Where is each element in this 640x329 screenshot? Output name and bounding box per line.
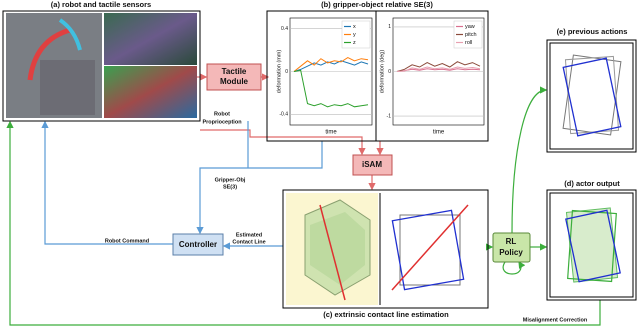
panel-c <box>282 189 489 309</box>
block-label: RL <box>506 237 517 246</box>
edge-label: Robot Command <box>105 238 149 244</box>
series-line <box>293 69 369 108</box>
controller <box>172 233 224 256</box>
y-tick-label: -1 <box>387 113 392 119</box>
edges <box>6 73 601 326</box>
tactile-image <box>104 66 197 118</box>
x-axis-label: time <box>325 130 337 136</box>
rl-policy <box>492 232 531 263</box>
panel-a <box>2 10 201 122</box>
panel-title: (a) robot and tactile sensors <box>51 0 151 9</box>
edge <box>200 129 366 156</box>
y-tick-label: 1 <box>388 24 391 30</box>
panel-d <box>546 189 637 301</box>
tactile-image <box>104 13 197 65</box>
edge <box>196 141 323 235</box>
series-line <box>396 61 481 72</box>
edge-label: Estimated <box>236 232 262 238</box>
panel-title: (b) gripper-object relative SE(3) <box>321 0 433 9</box>
block-label: Policy <box>499 248 523 257</box>
previous-action <box>562 54 622 136</box>
edge <box>6 120 601 326</box>
legend-label: pitch <box>465 32 477 38</box>
contact-line <box>319 204 346 301</box>
block-label: Module <box>220 77 249 86</box>
panel-title: (c) extrinsic contact line estimation <box>323 310 449 319</box>
tactile-module <box>206 63 262 91</box>
panel-d-inner <box>549 192 634 298</box>
legend-label: z <box>353 40 356 46</box>
sensor-glow <box>58 18 82 51</box>
edge-label: Gripper-Obj <box>215 177 246 183</box>
panel-e <box>546 39 637 153</box>
robot-object <box>40 60 95 115</box>
actor-output <box>565 207 619 283</box>
y-axis-label: deformation (deg) <box>379 50 385 94</box>
block-label: Tactile <box>222 67 247 76</box>
edge-label: Proprioception <box>202 119 242 125</box>
series-line <box>396 68 481 72</box>
legend-label: roll <box>465 40 472 46</box>
y-tick-label: 0 <box>388 69 391 75</box>
legend-label: y <box>353 32 356 38</box>
previous-action <box>564 55 620 135</box>
edge-label: SE(3) <box>223 184 237 190</box>
edge-label: Contact Line <box>232 239 265 245</box>
box-estimate <box>391 209 465 291</box>
block-label: iSAM <box>362 160 382 169</box>
edge <box>502 260 526 275</box>
y-tick-label: -0.4 <box>279 112 288 118</box>
series-line <box>396 66 481 72</box>
legend-label: yaw <box>465 24 475 30</box>
panel-b <box>266 10 489 142</box>
sensor-glow <box>27 27 71 81</box>
box-outline <box>399 214 461 286</box>
panel-title: (e) previous actions <box>557 27 628 36</box>
object-3d <box>310 212 365 285</box>
contact-line <box>391 204 469 291</box>
series-line <box>293 57 369 72</box>
y-axis-label: deformation (mm) <box>276 50 282 94</box>
edge-label: Robot <box>214 111 230 117</box>
edge-label: Misalignment Correction <box>523 317 588 323</box>
actor-output <box>565 209 621 283</box>
panel-title: (d) actor output <box>564 179 620 188</box>
edge <box>511 86 548 234</box>
previous-action <box>562 57 622 137</box>
charts: 0.4 0 -0.4 time deformation (mm) xyz 1 0 -1 time d… <box>276 17 485 136</box>
y-tick-label: 0.4 <box>281 26 288 32</box>
y-tick-label: 0 <box>285 69 288 75</box>
panel-e-inner <box>549 42 634 150</box>
block-label: Controller <box>179 240 217 249</box>
series-line <box>293 60 369 72</box>
legend-label: x <box>353 24 356 30</box>
edge <box>41 120 173 245</box>
isam <box>352 154 393 176</box>
x-axis-label: time <box>433 130 445 136</box>
